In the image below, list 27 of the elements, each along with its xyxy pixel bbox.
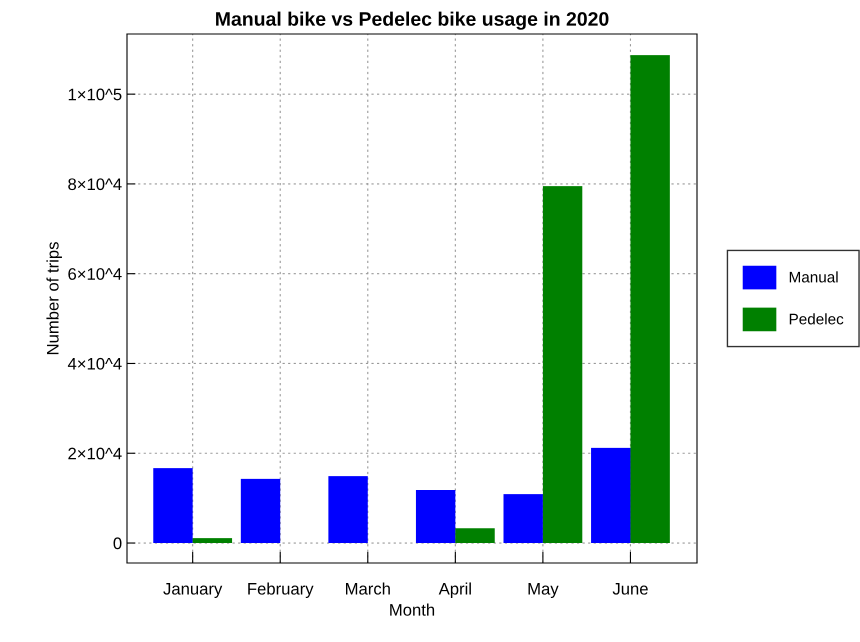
bar [630, 55, 670, 544]
legend-label: Pedelec [790, 313, 844, 324]
y-tick-label: 0 [114, 537, 122, 550]
y-tick-label: 8×10^4 [68, 178, 122, 190]
x-tick-label: March [346, 582, 390, 595]
y-tick-label: 6×10^4 [68, 268, 122, 280]
x-tick-label: January [163, 583, 222, 598]
x-tick-label: April [438, 582, 471, 598]
x-tick-label: February [248, 582, 314, 598]
bar [328, 476, 368, 544]
legend-label: Manual [790, 271, 838, 283]
bar [455, 528, 495, 544]
bar [591, 448, 630, 544]
y-axis-title: Number of trips [46, 242, 62, 354]
x-tick-label: June [612, 583, 648, 595]
y-tick-label: 4×10^4 [68, 358, 122, 370]
x-axis-title: Month [390, 604, 434, 616]
y-tick-label: 2×10^4 [68, 448, 122, 460]
bar [416, 490, 456, 544]
bar [153, 468, 193, 544]
bar [504, 494, 543, 544]
bar [240, 478, 280, 544]
x-tick-label: May [528, 583, 559, 598]
bar [542, 186, 582, 544]
y-tick-label: 1×10^5 [68, 88, 122, 100]
chart-title: Manual bike vs Pedelec bike usage in 2020 [216, 12, 608, 30]
bar [192, 538, 232, 544]
